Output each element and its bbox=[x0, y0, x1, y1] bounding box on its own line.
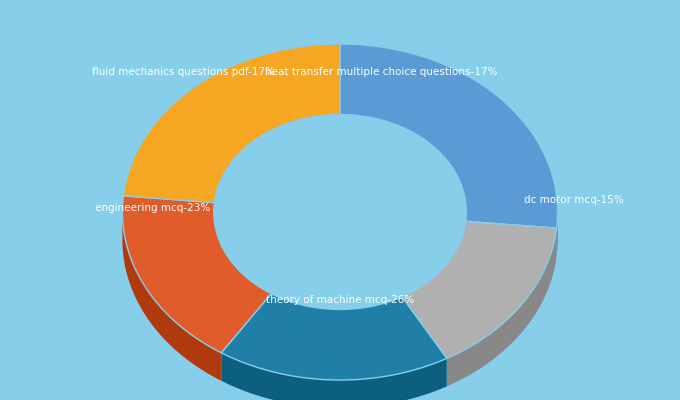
Text: dc motor mcq-15%: dc motor mcq-15% bbox=[524, 195, 624, 205]
Polygon shape bbox=[221, 294, 447, 380]
Polygon shape bbox=[402, 221, 557, 358]
Polygon shape bbox=[122, 212, 221, 381]
Polygon shape bbox=[340, 44, 558, 228]
Text: heat transfer multiple choice questions-17%: heat transfer multiple choice questions-… bbox=[265, 67, 497, 77]
Polygon shape bbox=[557, 213, 558, 256]
Polygon shape bbox=[214, 114, 466, 310]
Text: engineering mcq-23%: engineering mcq-23% bbox=[95, 203, 210, 213]
Text: fluid mechanics questions pdf-17%: fluid mechanics questions pdf-17% bbox=[92, 67, 275, 77]
Polygon shape bbox=[447, 228, 557, 386]
Text: theory of machine mcq-26%: theory of machine mcq-26% bbox=[266, 295, 414, 305]
Polygon shape bbox=[221, 353, 447, 400]
Polygon shape bbox=[122, 196, 271, 353]
Polygon shape bbox=[123, 44, 340, 203]
